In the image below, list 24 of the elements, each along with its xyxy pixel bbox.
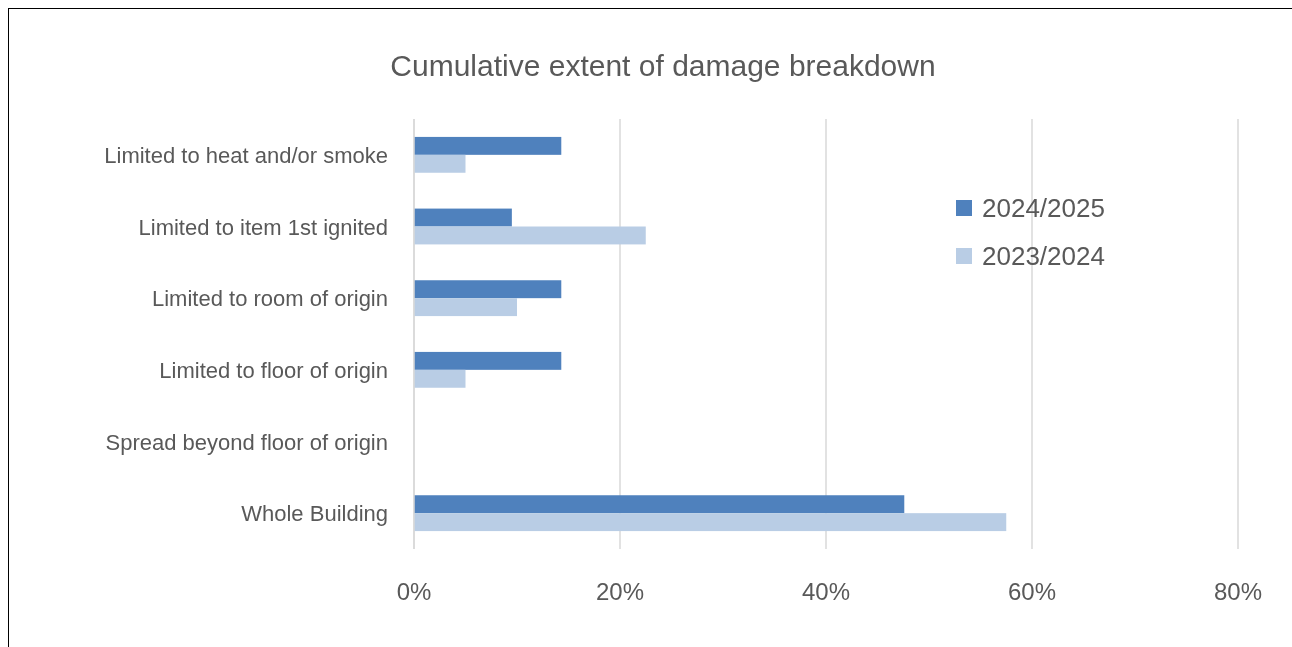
legend-label: 2024/2025 <box>982 193 1105 223</box>
y-tick-label: Limited to floor of origin <box>159 357 388 383</box>
bar <box>414 280 562 299</box>
y-tick-label: Limited to item 1st ignited <box>138 214 388 240</box>
bar <box>414 369 466 388</box>
y-tick-label: Limited to heat and/or smoke <box>104 142 388 168</box>
x-tick-label: 20% <box>595 578 645 605</box>
y-tick-label: Spread beyond floor of origin <box>105 429 388 455</box>
y-tick-label: Whole Building <box>241 501 388 527</box>
bar <box>414 226 646 245</box>
x-tick-label: 0% <box>396 578 432 605</box>
bar <box>414 351 562 370</box>
x-tick-label: 60% <box>1007 578 1057 605</box>
x-tick-label: 80% <box>1213 578 1263 605</box>
x-tick-label: 40% <box>801 578 851 605</box>
bar <box>414 513 1007 532</box>
bar <box>414 208 512 227</box>
bar <box>414 495 905 514</box>
chart-title: Cumulative extent of damage breakdown <box>390 49 936 82</box>
legend-label: 2023/2024 <box>982 241 1105 271</box>
bar <box>414 154 466 173</box>
y-tick-label: Limited to room of origin <box>152 286 388 312</box>
bar <box>414 136 562 155</box>
bar <box>414 298 517 317</box>
